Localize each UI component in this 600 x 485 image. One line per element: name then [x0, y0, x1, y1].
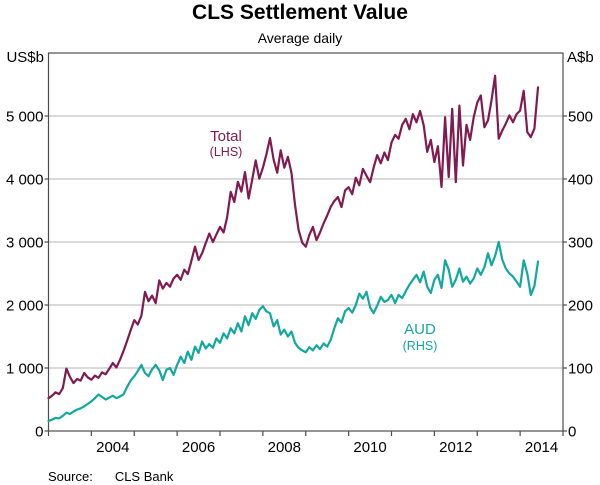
source-value: CLS Bank — [114, 469, 174, 484]
right-axis-unit: A$b — [567, 49, 594, 66]
x-axis-tick-label: 2008 — [268, 439, 301, 456]
left-axis-tick-label: 3 000 — [6, 234, 44, 251]
x-axis-tick-label: 2006 — [182, 439, 215, 456]
source-note: Source: CLS Bank — [48, 469, 173, 484]
series-sublabel-total: (LHS) — [209, 145, 243, 159]
x-axis-tick-label: 2012 — [439, 439, 472, 456]
left-axis-tick-label: 2 000 — [6, 297, 44, 314]
right-axis-tick-label: 500 — [568, 108, 593, 125]
series-label-total: Total — [210, 128, 242, 145]
chart-subtitle: Average daily — [257, 30, 343, 46]
left-axis-tick-label: 1 000 — [6, 360, 44, 377]
x-axis-tick-label: 2014 — [525, 439, 558, 456]
source-label: Source: — [48, 469, 93, 484]
x-axis-tick-label: 2004 — [96, 439, 129, 456]
chart-title: CLS Settlement Value — [192, 1, 408, 24]
x-axis-tick-label: 2010 — [353, 439, 386, 456]
left-axis-tick-label: 4 000 — [6, 171, 44, 188]
right-axis-tick-label: 300 — [568, 234, 593, 251]
right-axis-tick-label: 100 — [568, 360, 593, 377]
right-axis-tick-label: 0 — [568, 423, 576, 440]
left-axis-tick-label: 5 000 — [6, 108, 44, 125]
left-axis-tick-label: 0 — [35, 423, 43, 440]
series-sublabel-aud: (RHS) — [402, 339, 438, 353]
right-axis-tick-label: 200 — [568, 297, 593, 314]
series-label-aud: AUD — [404, 321, 436, 338]
series-aud-line — [47, 240, 540, 422]
left-axis-unit: US$b — [6, 49, 44, 66]
series-total-line — [47, 74, 540, 400]
right-axis-tick-label: 400 — [568, 171, 593, 188]
